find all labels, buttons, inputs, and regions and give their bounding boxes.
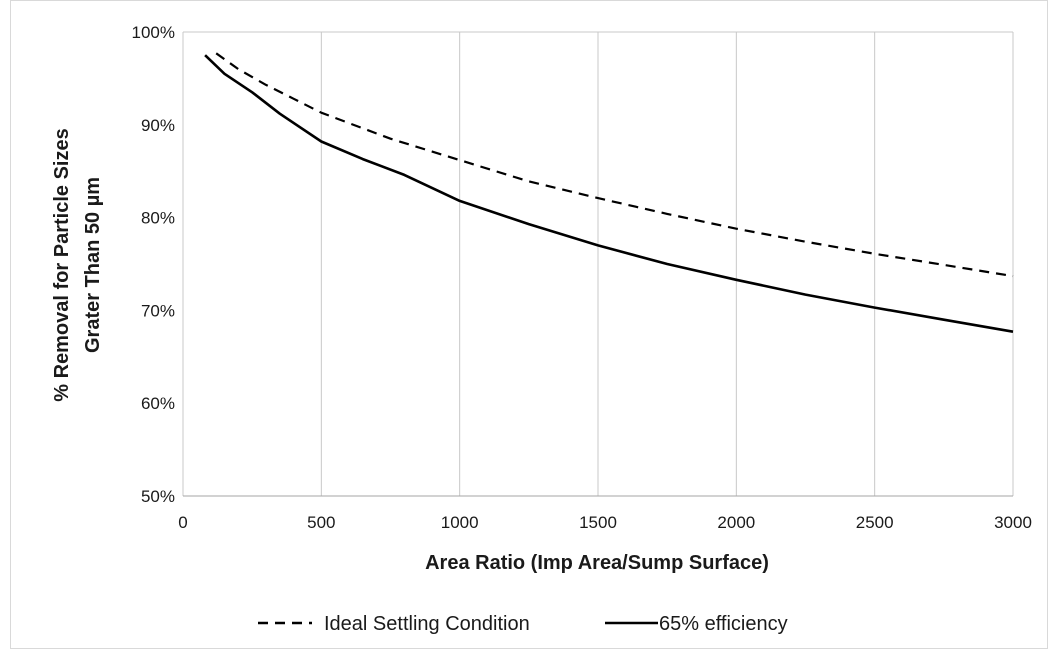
y-tick-label-100pct: 100% [132,23,175,42]
series-ideal-settling-line [216,53,1013,276]
legend-label-ideal-settling: Ideal Settling Condition [324,613,530,635]
series-lines [205,53,1013,331]
series-65-efficiency-line [205,55,1013,332]
x-tick-label-1000: 1000 [441,513,479,532]
legend-label-65-efficiency: 65% efficiency [659,613,788,635]
legend: Ideal Settling Condition 65% efficiency [258,613,788,635]
y-tick-label-70pct: 70% [141,301,175,320]
y-tick-labels: 50% 60% 70% 80% 90% 100% [132,23,175,506]
y-tick-label-50pct: 50% [141,487,175,506]
y-tick-label-80pct: 80% [141,209,175,228]
y-axis-title-line-2: Grater Than 50 µm [82,177,104,353]
x-tick-label-1500: 1500 [579,513,617,532]
y-axis-title-line-1: % Removal for Particle Sizes [51,128,73,401]
x-tick-label-3000: 3000 [994,513,1032,532]
x-tick-label-2500: 2500 [856,513,894,532]
x-tick-labels: 0 500 1000 1500 2000 2500 3000 [178,513,1032,532]
y-tick-label-90pct: 90% [141,116,175,135]
x-tick-label-500: 500 [307,513,335,532]
x-tick-label-0: 0 [178,513,187,532]
x-tick-label-2000: 2000 [717,513,755,532]
y-axis-title: % Removal for Particle Sizes Grater Than… [51,128,104,401]
grid [183,32,1013,496]
x-axis-title: Area Ratio (Imp Area/Sump Surface) [425,552,769,574]
y-tick-label-60pct: 60% [141,394,175,413]
